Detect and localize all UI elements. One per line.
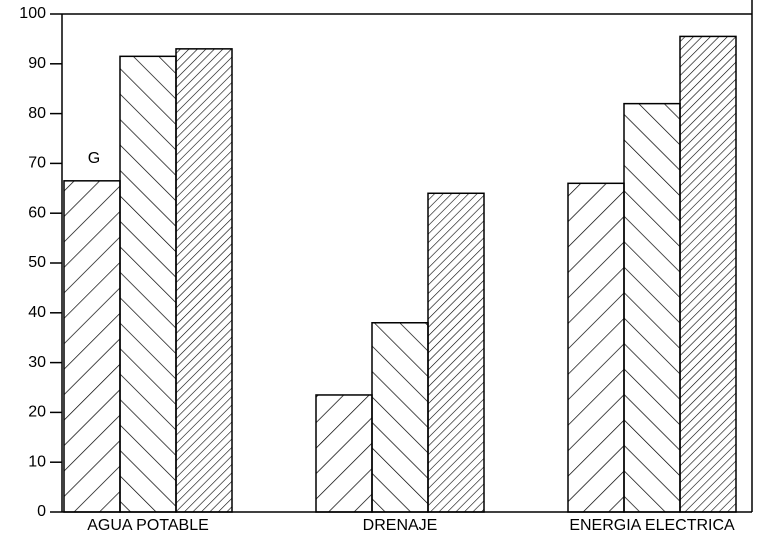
bar xyxy=(175,48,233,513)
bar xyxy=(567,182,625,513)
y-tick-label: 0 xyxy=(37,503,46,520)
y-tick-label: 90 xyxy=(28,55,46,72)
y-tick-label: 10 xyxy=(28,453,46,470)
bar xyxy=(623,102,681,513)
y-tick-label: 100 xyxy=(19,5,46,22)
x-tick-label: DRENAJE xyxy=(363,517,438,534)
x-tick-label: ENERGIA ELECTRICA xyxy=(569,517,735,534)
y-tick-label: 20 xyxy=(28,404,46,421)
bar xyxy=(315,394,373,513)
y-tick-label: 30 xyxy=(28,354,46,371)
y-tick-label: 80 xyxy=(28,105,46,122)
y-tick-label: 40 xyxy=(28,304,46,321)
y-tick-label: 50 xyxy=(28,254,46,271)
bar xyxy=(371,322,429,513)
bar xyxy=(427,192,485,513)
bar xyxy=(119,55,177,513)
bar xyxy=(63,180,121,513)
y-tick-label: 60 xyxy=(28,204,46,221)
y-tick-label: 70 xyxy=(28,155,46,172)
x-tick-label: AGUA POTABLE xyxy=(87,517,209,534)
annotation: G xyxy=(88,150,100,167)
bar xyxy=(679,35,737,513)
